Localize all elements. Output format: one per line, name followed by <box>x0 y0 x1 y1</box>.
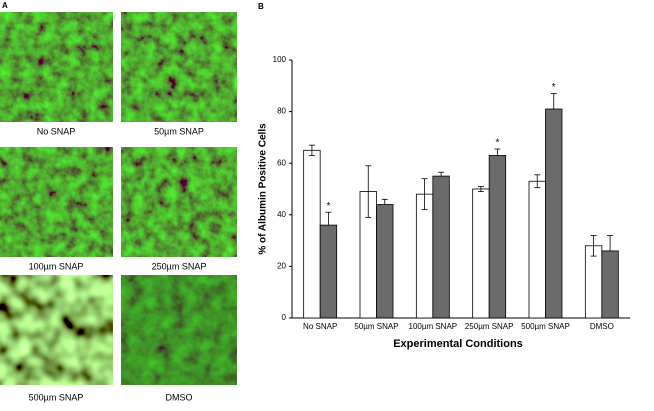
caption: 50µm SNAP <box>154 126 204 136</box>
x-tick-label: 500µm SNAP <box>521 322 570 331</box>
x-tick-label: No SNAP <box>303 322 337 331</box>
bar <box>303 149 321 319</box>
micrograph <box>0 275 113 385</box>
bar <box>528 180 546 319</box>
y-tick-label: 60 <box>277 158 286 167</box>
significance-marker: * <box>495 138 499 149</box>
x-axis-title: Experimental Conditions <box>393 338 523 350</box>
caption: No SNAP <box>37 126 76 136</box>
bar <box>432 175 450 319</box>
x-tick-label: 250µm SNAP <box>465 322 514 331</box>
panel-label: B <box>258 2 264 11</box>
bar <box>584 245 603 319</box>
x-tick-label: 100µm SNAP <box>409 322 458 331</box>
bar <box>319 224 338 319</box>
bar <box>545 108 563 319</box>
y-tick-label: 0 <box>282 313 287 322</box>
y-tick-label: 100 <box>273 55 287 64</box>
panel-label: A <box>2 1 8 10</box>
micrograph <box>121 12 237 122</box>
bar <box>415 193 434 319</box>
caption: 100µm SNAP <box>29 261 84 271</box>
bar <box>472 188 490 319</box>
bar <box>601 250 619 319</box>
significance-marker: * <box>552 82 556 93</box>
y-tick-label: 80 <box>277 107 286 116</box>
y-axis-title: % of Albumin Positive Cells <box>258 123 269 255</box>
x-tick-label: 50µm SNAP <box>354 322 398 331</box>
y-tick-label: 40 <box>277 210 286 219</box>
caption: DMSO <box>166 392 193 402</box>
micrograph <box>0 12 113 122</box>
y-tick-label: 20 <box>277 262 286 271</box>
micrograph <box>121 275 237 385</box>
caption: 500µm SNAP <box>29 392 84 402</box>
bar <box>376 204 394 319</box>
micrograph <box>0 147 113 257</box>
micrograph-grid: No SNAP 50µm SNAP 100µm SNAP 250µm SNAP … <box>0 12 237 402</box>
micrograph <box>121 147 237 257</box>
x-tick-label: DMSO <box>590 322 614 331</box>
significance-marker: * <box>326 201 330 212</box>
bar <box>488 155 507 319</box>
caption: 250µm SNAP <box>152 261 207 271</box>
